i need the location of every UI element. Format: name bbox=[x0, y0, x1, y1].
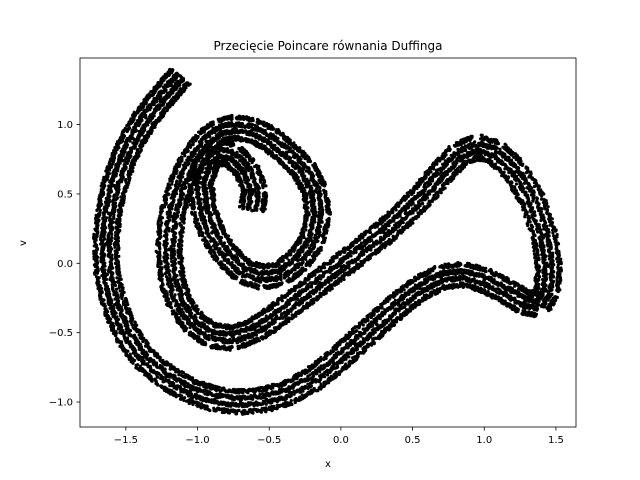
data-point bbox=[334, 370, 338, 374]
data-point bbox=[265, 407, 269, 412]
data-point bbox=[161, 85, 165, 89]
data-point bbox=[113, 245, 117, 249]
data-point bbox=[251, 411, 255, 415]
data-point bbox=[319, 364, 323, 368]
data-point bbox=[156, 375, 160, 379]
data-point bbox=[99, 242, 103, 246]
data-point bbox=[534, 312, 539, 316]
data-point bbox=[550, 292, 554, 296]
data-point bbox=[237, 408, 241, 412]
data-point bbox=[395, 316, 400, 320]
data-point bbox=[289, 398, 293, 403]
data-point bbox=[110, 232, 114, 237]
data-point bbox=[124, 307, 128, 311]
data-point bbox=[117, 286, 121, 290]
data-point bbox=[319, 355, 323, 359]
data-point bbox=[175, 387, 179, 391]
data-point bbox=[114, 287, 119, 291]
data-point bbox=[535, 307, 540, 311]
data-point bbox=[555, 295, 559, 299]
data-point bbox=[235, 412, 239, 416]
data-point bbox=[217, 385, 221, 390]
data-point bbox=[126, 159, 131, 163]
data-point bbox=[182, 398, 186, 402]
data-point bbox=[156, 383, 160, 387]
data-point bbox=[149, 90, 153, 94]
data-point bbox=[128, 139, 132, 143]
data-point bbox=[484, 269, 488, 274]
data-point bbox=[150, 379, 154, 383]
data-point bbox=[208, 408, 212, 413]
data-point bbox=[516, 309, 520, 313]
data-point bbox=[165, 108, 169, 113]
data-point bbox=[319, 382, 323, 386]
data-point bbox=[393, 298, 397, 302]
data-point bbox=[175, 379, 179, 383]
data-point bbox=[139, 102, 143, 106]
data-point bbox=[131, 361, 135, 365]
data-point bbox=[121, 203, 125, 207]
data-point bbox=[196, 401, 200, 405]
data-point bbox=[410, 278, 414, 283]
chart-title: Przecięcie Poincare równania Duffinga bbox=[214, 39, 443, 53]
data-point bbox=[218, 395, 222, 399]
data-point bbox=[125, 124, 129, 128]
data-point bbox=[137, 357, 141, 362]
data-point bbox=[309, 384, 313, 388]
data-point bbox=[413, 300, 418, 305]
data-point bbox=[137, 123, 141, 128]
data-point bbox=[344, 362, 348, 366]
data-point bbox=[113, 283, 118, 288]
data-point bbox=[461, 285, 465, 290]
data-point bbox=[115, 276, 119, 280]
data-point bbox=[290, 402, 294, 407]
data-point bbox=[110, 153, 114, 157]
data-point bbox=[355, 329, 359, 333]
data-point bbox=[120, 296, 124, 301]
data-point bbox=[433, 265, 437, 269]
data-point bbox=[141, 339, 145, 344]
scatter-points bbox=[92, 67, 563, 416]
data-point bbox=[95, 208, 99, 212]
data-point bbox=[459, 262, 463, 267]
data-point bbox=[325, 373, 330, 377]
data-point bbox=[161, 90, 166, 95]
data-point bbox=[131, 141, 135, 145]
data-point bbox=[117, 308, 121, 312]
data-point bbox=[142, 359, 146, 363]
data-point bbox=[125, 129, 129, 134]
data-point bbox=[107, 168, 112, 172]
data-point bbox=[484, 266, 488, 270]
data-point bbox=[125, 153, 129, 157]
data-point bbox=[111, 160, 116, 164]
